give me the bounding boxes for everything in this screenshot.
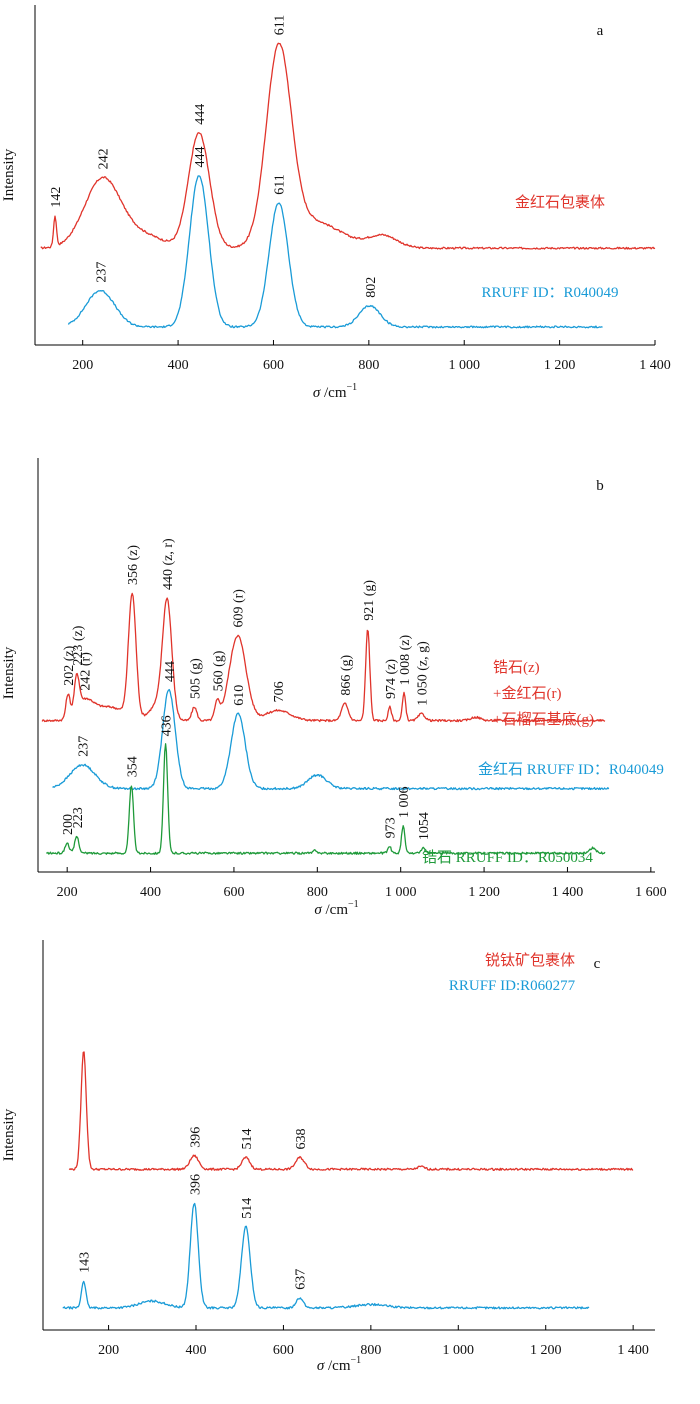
x-axis-label: σ /cm−1 bbox=[313, 382, 357, 401]
x-tick-label: 1 000 bbox=[448, 358, 480, 373]
peak-label: 143 bbox=[78, 1252, 93, 1273]
peak-label: 440 (z, r) bbox=[161, 538, 176, 590]
x-tick-label: 200 bbox=[72, 358, 93, 373]
x-tick-label: 1 200 bbox=[530, 1343, 562, 1358]
peak-label: 514 bbox=[240, 1128, 255, 1149]
x-tick-label: 1 200 bbox=[468, 885, 500, 900]
peak-label: 444 bbox=[193, 104, 208, 125]
panel-b: 200 400 600 800 1 000 1 200 1 400 1 600 b Intensi… bbox=[1, 458, 667, 918]
y-axis-label: Intensity bbox=[1, 646, 17, 699]
peak-label: 223 (z) bbox=[71, 625, 86, 665]
spectrum-line bbox=[62, 1202, 590, 1310]
peak-label: 921 (g) bbox=[362, 580, 377, 621]
spectrum-line bbox=[52, 688, 610, 791]
peak-label: 609 (r) bbox=[232, 589, 247, 628]
x-tick-label: 200 bbox=[57, 885, 78, 900]
x-tick-label: 1 400 bbox=[639, 358, 671, 373]
x-tick-label: 400 bbox=[186, 1343, 207, 1358]
peak-label: 514 bbox=[240, 1198, 255, 1219]
peak-label: 436 bbox=[160, 715, 175, 736]
x-tick-label: 600 bbox=[263, 358, 284, 373]
panel-label: a bbox=[597, 23, 604, 39]
y-axis-label: Intensity bbox=[1, 148, 17, 201]
peak-label: 142 bbox=[49, 187, 64, 208]
peak-label: 223 bbox=[71, 807, 86, 828]
peak-label: 974 (z) bbox=[384, 659, 399, 699]
peak-label: 1 008 (z) bbox=[398, 635, 413, 686]
peak-label: 611 bbox=[273, 174, 288, 194]
x-tick-label: 1 600 bbox=[635, 885, 667, 900]
peak-label: 611 bbox=[273, 15, 288, 35]
peak-label: 973 bbox=[383, 817, 398, 838]
panel-label: c bbox=[594, 956, 601, 972]
x-tick-label: 1 400 bbox=[617, 1343, 649, 1358]
series-name: RRUFF ID：R040049 bbox=[481, 285, 618, 301]
spectrum-line bbox=[67, 175, 603, 329]
x-axis-label: σ /cm−1 bbox=[314, 899, 358, 918]
series-name: 锆石(z) bbox=[493, 659, 540, 676]
x-tick-label: 800 bbox=[307, 885, 328, 900]
peak-label: 242 bbox=[97, 148, 112, 169]
x-tick-label: 800 bbox=[358, 358, 379, 373]
series-name: +金红石(r) bbox=[493, 685, 561, 702]
x-tick-label: 400 bbox=[168, 358, 189, 373]
series-name: 金红石 RRUFF ID：R040049 bbox=[478, 761, 664, 778]
series-name: 金红石包裹体 bbox=[515, 194, 605, 211]
peak-label: 560 (g) bbox=[211, 650, 226, 691]
x-tick-label: 600 bbox=[223, 885, 244, 900]
spectrum-line bbox=[68, 1051, 634, 1171]
series-name: 锆石 RRUFF ID：R050034 bbox=[422, 849, 593, 866]
x-tick-label: 1 000 bbox=[443, 1343, 475, 1358]
series-name: 锐钛矿包裹体 bbox=[485, 952, 575, 969]
spectrum-line bbox=[40, 42, 656, 250]
peak-label: 866 (g) bbox=[339, 654, 354, 695]
peak-label: 1054 bbox=[417, 812, 432, 840]
peak-label: 706 bbox=[272, 681, 287, 702]
spectrum-line bbox=[46, 743, 606, 855]
peak-label: 802 bbox=[364, 277, 379, 298]
peak-label: 396 bbox=[188, 1127, 203, 1148]
x-tick-label: 1 200 bbox=[544, 358, 576, 373]
y-axis-label: Intensity bbox=[1, 1108, 17, 1161]
panel-c: 200 400 600 800 1 000 1 200 1 400 c Intensity σ /… bbox=[1, 940, 655, 1374]
peak-label: 1 050 (z, g) bbox=[416, 641, 431, 706]
x-tick-label: 400 bbox=[140, 885, 161, 900]
peak-label: 242 (r) bbox=[79, 652, 94, 691]
x-tick-label: 1 000 bbox=[385, 885, 417, 900]
peak-label: 200 bbox=[61, 814, 76, 835]
peak-label: 444 bbox=[163, 661, 178, 682]
peak-label: 1 006 bbox=[397, 787, 412, 819]
panel-label: b bbox=[596, 478, 604, 494]
peak-label: 610 bbox=[232, 685, 247, 706]
peak-label: 444 bbox=[193, 146, 208, 167]
x-axis-label: σ /cm−1 bbox=[317, 1355, 361, 1374]
peak-label: 638 bbox=[294, 1128, 309, 1149]
spectrum-line bbox=[41, 592, 606, 723]
panel-a: 200 400 600 800 1 000 1 200 1 400 a Intensity σ /… bbox=[1, 5, 671, 401]
x-tick-label: 800 bbox=[360, 1343, 381, 1358]
peak-label: 356 (z) bbox=[126, 545, 141, 585]
x-tick-label: 200 bbox=[98, 1343, 119, 1358]
series-name: +石榴石基底(g) bbox=[493, 711, 594, 728]
x-tick-label: 600 bbox=[273, 1343, 294, 1358]
peak-label: 237 bbox=[77, 736, 92, 757]
peak-label: 237 bbox=[94, 262, 109, 283]
peak-label: 637 bbox=[294, 1269, 309, 1290]
series-name: RRUFF ID:R060277 bbox=[449, 978, 576, 994]
peak-label: 354 bbox=[125, 756, 140, 777]
peak-label: 396 bbox=[188, 1174, 203, 1195]
peak-label: 505 (g) bbox=[188, 658, 203, 699]
peak-label: 202 (z) bbox=[62, 645, 77, 685]
x-tick-label: 1 400 bbox=[552, 885, 584, 900]
